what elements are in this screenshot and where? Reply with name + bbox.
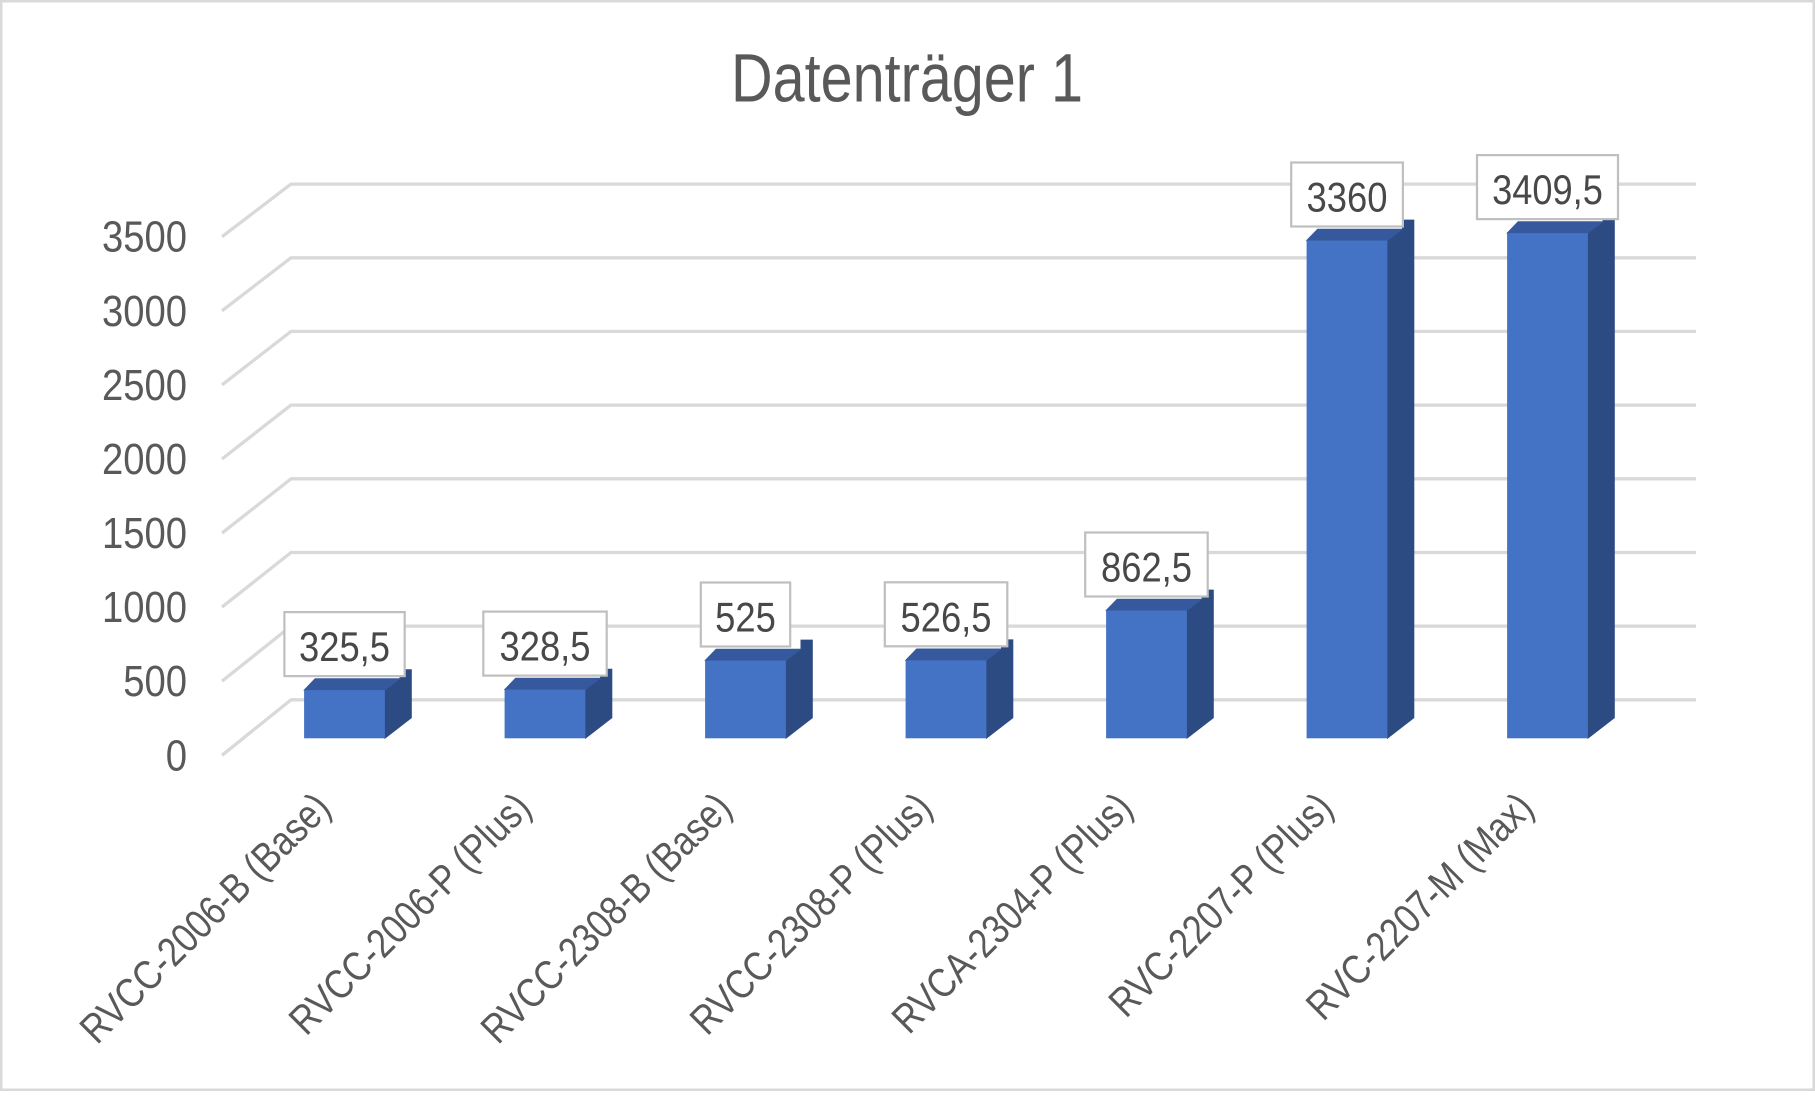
svg-text:1500: 1500 [102,510,187,558]
svg-text:3000: 3000 [102,288,187,336]
svg-text:3409,5: 3409,5 [1492,166,1603,213]
svg-text:525: 525 [715,594,776,641]
svg-text:862,5: 862,5 [1101,544,1192,591]
svg-text:500: 500 [123,658,187,706]
svg-text:2000: 2000 [102,436,187,484]
svg-text:3360: 3360 [1307,174,1388,221]
svg-text:1000: 1000 [102,584,187,632]
svg-text:Datenträger 1: Datenträger 1 [731,40,1083,117]
svg-text:3500: 3500 [102,214,187,262]
svg-text:0: 0 [166,732,187,780]
svg-text:325,5: 325,5 [299,623,390,670]
svg-text:328,5: 328,5 [500,623,591,670]
svg-text:2500: 2500 [102,362,187,410]
svg-text:526,5: 526,5 [901,593,992,640]
